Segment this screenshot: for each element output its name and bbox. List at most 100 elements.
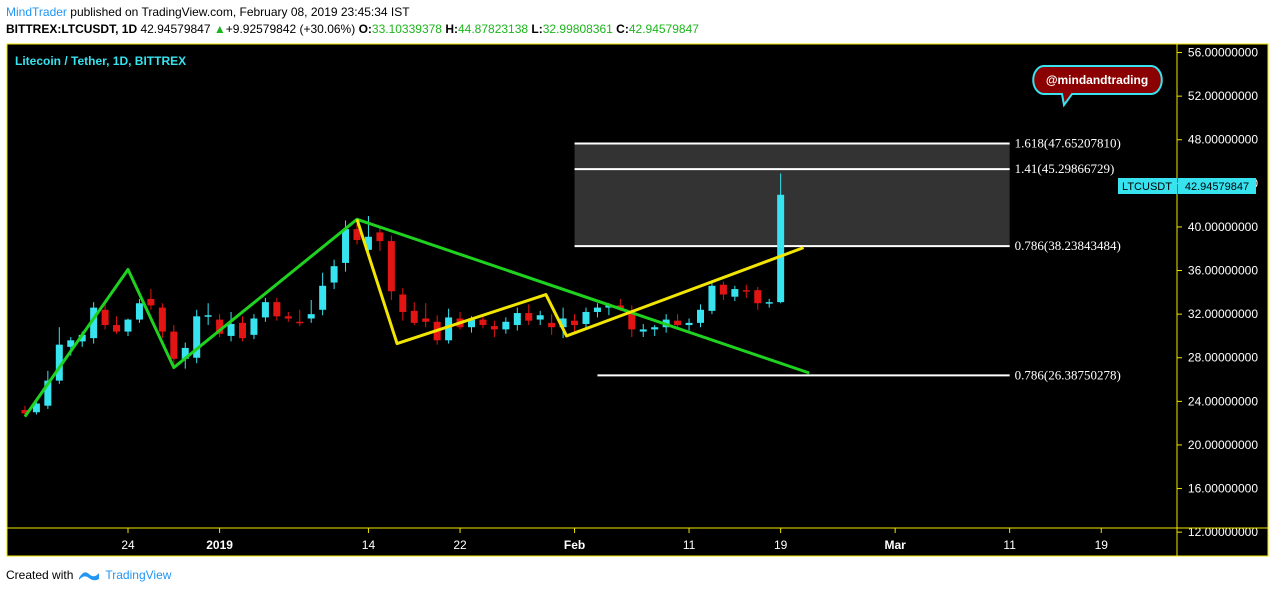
candle-body [593,307,601,312]
candle-body [55,344,63,381]
x-tick-label: Feb [564,538,585,552]
candle-body [216,319,224,334]
candle-body [376,232,384,242]
y-tick-label: 32.00000000 [1188,307,1258,321]
y-tick-label: 48.00000000 [1188,133,1258,147]
candle-body [731,289,739,297]
candle-body [124,319,132,332]
price-axis[interactable] [1177,44,1268,528]
candle-body [147,298,155,306]
fib-level-label: 1.618(47.65207810) [1015,136,1121,151]
created-with-label: Created with [6,568,74,582]
tradingview-logo-icon [79,572,100,581]
price-tag: LTCUSDT 42.94579847 [1118,178,1256,194]
open-label: O: [358,22,372,36]
fib-zone-fill [574,143,1010,247]
y-tick-label: 52.00000000 [1188,89,1258,103]
low-label: L: [531,22,543,36]
candle-body [330,266,338,283]
close-label: C: [616,22,629,36]
candle-body [399,294,407,312]
yellow-pattern-line[interactable] [355,218,805,346]
candle-body [284,316,292,319]
x-tick-label: 11 [1003,538,1016,552]
time-axis[interactable] [7,528,1268,556]
fib-level-label: 0.786(26.38750278) [1015,367,1121,382]
candle-body [135,303,143,320]
up-arrow-icon: ▲ [213,22,226,36]
candle-body [239,322,246,339]
candle-body [410,310,418,323]
y-tick-label: 56.00000000 [1188,46,1258,60]
close-value: 42.94579847 [628,22,699,36]
x-tick-label: 19 [774,538,788,552]
y-tick-label: 20.00000000 [1188,438,1258,452]
candle-body [364,236,372,250]
y-tick-label: 28.00000000 [1188,351,1258,365]
y-tick-label: 16.00000000 [1188,482,1258,496]
candle-body [261,302,269,318]
ohlc-line: BITTREX:LTCUSDT, 1D 42.94579847 ▲+9.9257… [6,21,699,38]
candle-body [78,334,86,342]
annotation-balloon[interactable]: @mindandtrading [1032,65,1163,108]
candle-body [479,319,487,326]
candle-body [342,229,350,263]
candle-body [708,285,716,311]
candle-body [605,305,613,308]
candle-body [628,311,636,330]
candle-body [719,284,727,295]
candle-body [113,325,121,332]
candle-body [445,317,453,341]
candle-body [582,311,590,324]
candle-body [571,320,579,326]
x-tick-label: 24 [121,538,135,552]
candle-body [468,319,475,328]
last-price: 42.94579847 [140,22,211,36]
candle-body [765,302,773,304]
candle-body [193,316,201,358]
low-value: 32.99808361 [542,22,613,36]
candle-body [32,403,40,413]
open-value: 33.10339378 [371,22,442,36]
candle-body [742,290,750,292]
chart-header: MindTrader published on TradingView.com,… [6,4,699,38]
x-tick-label: 11 [683,538,696,552]
publish-line: MindTrader published on TradingView.com,… [6,4,699,21]
x-tick-label: Mar [884,538,906,552]
candle-body [353,229,361,241]
candle-body [181,347,189,359]
candle-body [754,290,762,304]
high-label: H: [445,22,458,36]
x-tick-label: 19 [1095,538,1109,552]
candle-body [674,320,682,326]
candle-body [21,410,29,414]
x-tick-label: 14 [362,538,376,552]
candle-body [67,340,75,347]
candle-body [651,327,659,330]
x-tick-label: 22 [453,538,467,552]
candle-body [422,318,430,322]
candle-body [227,323,235,336]
tradingview-link[interactable]: TradingView [105,568,172,582]
candle-body [616,305,624,309]
candle-body [548,322,556,328]
candle-body [158,307,166,332]
candle-body [101,309,109,326]
plot-area[interactable] [7,44,1177,528]
candle-body [513,313,521,326]
candle-body [502,321,510,330]
candle-body [525,313,533,321]
y-tick-label: 36.00000000 [1188,264,1258,278]
candle-body [90,307,98,339]
high-value: 44.87823138 [458,22,529,36]
y-tick-label: 12.00000000 [1188,525,1258,539]
fib-level-label: 1.41(45.29866729) [1015,161,1115,176]
fib-level-label: 0.786(38.23843484) [1015,238,1121,253]
annotation-text: @mindandtrading [1046,73,1148,87]
author-link[interactable]: MindTrader [6,5,67,19]
footer: Created with TradingView [6,568,171,582]
published-info: published on TradingView.com, February 0… [70,5,410,19]
green-trend-line[interactable] [23,217,810,418]
candle-body [536,315,544,320]
